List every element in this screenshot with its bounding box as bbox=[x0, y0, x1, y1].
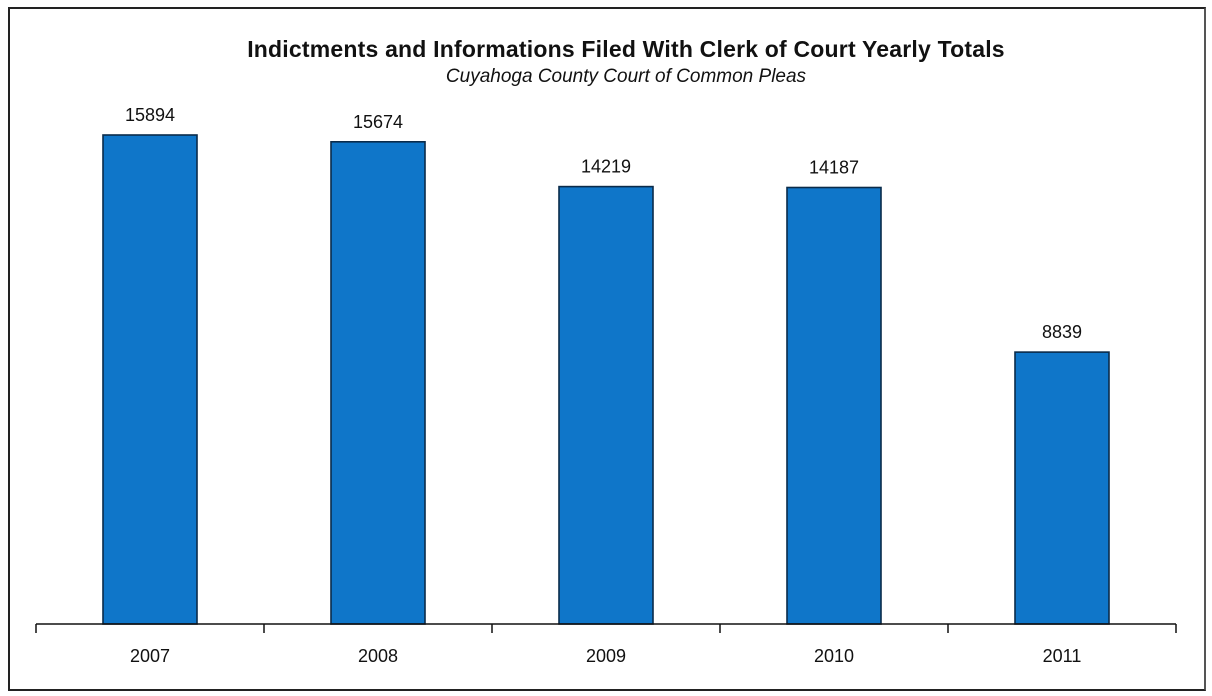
bar-2010 bbox=[786, 186, 882, 625]
x-axis: 2007 2008 2009 2010 2011 bbox=[35, 623, 1177, 666]
data-label-2008: 15674 bbox=[353, 112, 403, 132]
data-label-2010: 14187 bbox=[809, 158, 859, 178]
data-label-2007: 15894 bbox=[125, 105, 175, 125]
bar-2007 bbox=[102, 134, 198, 625]
x-tick-label-2008: 2008 bbox=[358, 646, 398, 666]
bar-2008 bbox=[330, 141, 426, 625]
x-tick-label-2007: 2007 bbox=[130, 646, 170, 666]
bar-2009 bbox=[558, 185, 654, 625]
x-tick-label-2011: 2011 bbox=[1043, 646, 1082, 666]
chart-title: Indictments and Informations Filed With … bbox=[247, 36, 1005, 62]
x-tick-label-2009: 2009 bbox=[586, 646, 626, 666]
chart-subtitle: Cuyahoga County Court of Common Pleas bbox=[445, 66, 807, 87]
x-tick-label-2010: 2010 bbox=[814, 646, 854, 666]
data-label-2009: 14219 bbox=[581, 157, 631, 177]
bars-layer bbox=[102, 134, 1110, 625]
data-labels-layer: 15894 15674 14219 14187 8839 bbox=[125, 105, 1082, 342]
bar-2011 bbox=[1014, 351, 1110, 625]
data-label-2011: 8839 bbox=[1042, 322, 1082, 342]
